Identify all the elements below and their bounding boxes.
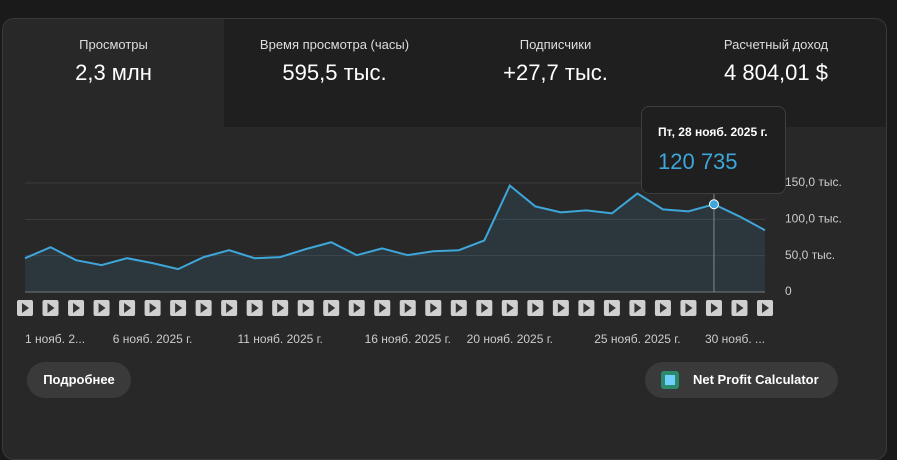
analytics-card: Просмотры 2,3 млн Время просмотра (часы) 5… xyxy=(2,18,887,460)
y-tick-label: 50,0 тыс. xyxy=(785,248,835,262)
metric-value: 4 804,01 $ xyxy=(724,60,828,85)
play-triangle xyxy=(124,303,132,313)
play-triangle xyxy=(251,303,259,313)
metric-value: 2,3 млн xyxy=(75,60,152,85)
play-triangle xyxy=(634,303,642,313)
details-button[interactable]: Подробнее xyxy=(27,362,131,398)
play-triangle xyxy=(455,303,463,313)
play-triangle xyxy=(659,303,667,313)
play-triangle xyxy=(557,303,565,313)
tooltip-date: Пт, 28 нояб. 2025 г. xyxy=(658,125,768,139)
play-triangle xyxy=(532,303,540,313)
x-tick-label: 16 нояб. 2025 г. xyxy=(365,332,451,346)
metric-label: Расчетный доход xyxy=(723,37,829,52)
play-triangle xyxy=(47,303,55,313)
play-triangle xyxy=(762,303,769,313)
play-triangle xyxy=(149,303,157,313)
play-triangle xyxy=(226,303,234,313)
play-triangle xyxy=(353,303,361,313)
metric-value: 595,5 тыс. xyxy=(282,60,387,85)
x-tick-label: 25 нояб. 2025 г. xyxy=(594,332,680,346)
play-triangle xyxy=(277,303,285,313)
y-tick-label: 0 xyxy=(785,284,792,298)
play-triangle xyxy=(98,303,106,313)
line xyxy=(24,183,766,271)
metric-label: Подписчики xyxy=(519,37,592,52)
metric-label: Просмотры xyxy=(79,37,148,52)
metric-tab[interactable]: Время просмотра (часы) 595,5 тыс. xyxy=(224,19,445,127)
play-triangle xyxy=(73,303,81,313)
calculator-icon xyxy=(661,371,679,389)
tooltip: Пт, 28 нояб. 2025 г. 120 735 xyxy=(641,106,786,194)
x-tick-label: 6 нояб. 2025 г. xyxy=(113,332,193,346)
play-triangle xyxy=(200,303,208,313)
play-triangle xyxy=(430,303,438,313)
play-triangle xyxy=(302,303,310,313)
area-fill xyxy=(25,185,765,292)
x-tick-label: 11 нояб. 2025 г. xyxy=(237,332,322,346)
play-triangle xyxy=(736,303,744,313)
play-triangle xyxy=(175,303,183,313)
y-tick-label: 150,0 тыс. xyxy=(785,175,842,189)
metric-label: Время просмотра (часы) xyxy=(259,37,410,52)
play-triangle xyxy=(608,303,616,313)
play-triangle xyxy=(506,303,514,313)
play-triangle xyxy=(328,303,336,313)
metric-value: +27,7 тыс. xyxy=(503,60,608,85)
play-triangle xyxy=(481,303,489,313)
play-triangle xyxy=(404,303,412,313)
chart: 0 50,0 тыс. 100,0 тыс. 150,0 тыс. 1 нояб. 2.… xyxy=(17,175,842,346)
play-triangle xyxy=(710,303,718,313)
metric-tab[interactable]: Подписчики +27,7 тыс. xyxy=(445,19,666,127)
tooltip-value: 120 735 xyxy=(658,149,738,174)
calculator-button[interactable]: Net Profit Calculator xyxy=(645,362,838,398)
page: Просмотры 2,3 млн Время просмотра (часы) 5… xyxy=(2,18,887,460)
calculator-label: Net Profit Calculator xyxy=(693,372,819,387)
x-tick-label: 20 нояб. 2025 г. xyxy=(467,332,553,346)
x-tick-label: 1 нояб. 2... xyxy=(25,332,85,346)
hover-point xyxy=(708,199,719,210)
metric-tab[interactable]: Просмотры 2,3 млн xyxy=(3,19,224,127)
play-triangle xyxy=(685,303,693,313)
play-triangle xyxy=(379,303,387,313)
play-triangle xyxy=(583,303,591,313)
x-tick-label: 30 нояб. ... xyxy=(705,332,765,346)
y-tick-label: 100,0 тыс. xyxy=(785,212,842,226)
play-triangle xyxy=(22,303,29,313)
